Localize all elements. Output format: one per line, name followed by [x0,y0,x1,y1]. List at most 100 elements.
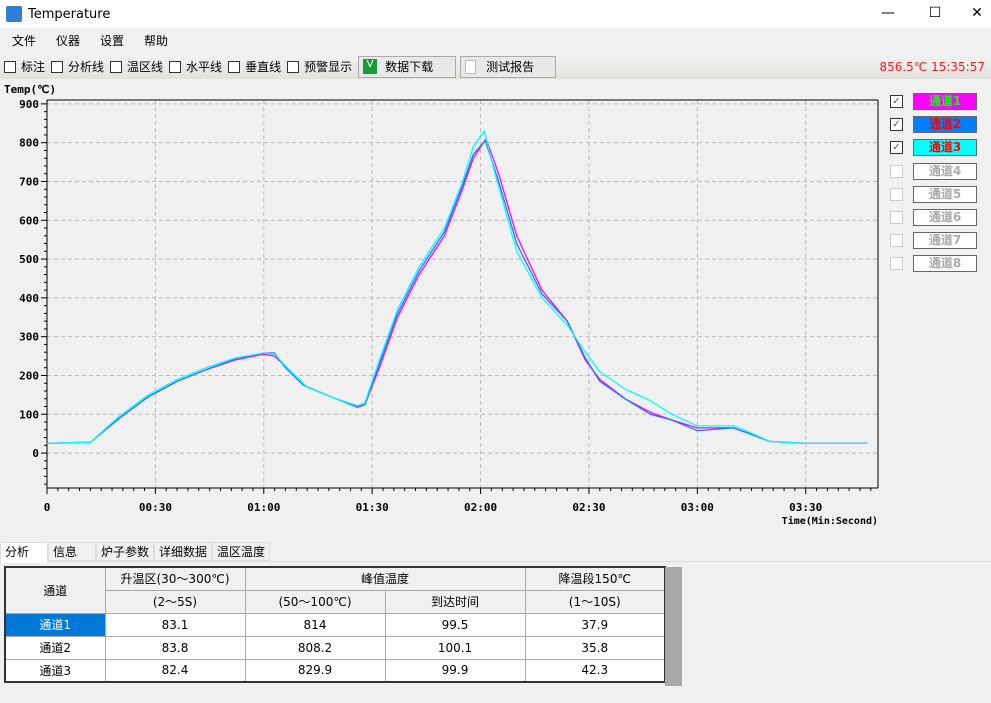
checkbox-vertical-line[interactable]: 垂直线 [228,58,281,75]
plot-area [47,100,878,488]
header-cool: 降温段150℃ [524,566,666,591]
download-data-button[interactable]: V 数据下载 [358,55,457,78]
menu-file[interactable]: 文件 [12,34,37,48]
tab-oven-params[interactable]: 炉子参数 [96,542,155,561]
channel-checkbox[interactable] [890,187,903,201]
channel-checkbox[interactable] [890,164,903,178]
y-tick-label: 800 [19,137,39,150]
y-tick-label: 0 [32,447,39,460]
x-axis-label: Time(Min:Second) [782,515,878,527]
tab-info[interactable]: 信息 [48,542,96,561]
legend-channel-6: 通道6 [890,206,977,229]
channel-button[interactable]: 通道7 [913,232,977,250]
channel-button[interactable]: 通道2 [913,116,977,134]
legend-channel-4: 通道4 [890,160,977,183]
checkbox-analysis-line[interactable]: 分析线 [51,58,104,75]
temperature-chart[interactable]: 0 100 200 300 400 500 600 700 800 900 0 00:30 01:00 0… [0,80,885,535]
table-row[interactable]: 通道1 83.1 814 99.5 37.9 [4,612,666,637]
legend-channel-5: 通道5 [890,183,977,206]
test-report-button[interactable]: 测试报告 [460,55,557,78]
y-tick-label: 200 [19,369,39,382]
table-scrollbar[interactable] [665,567,682,686]
channel-button[interactable]: 通道5 [913,185,977,203]
document-icon [465,59,477,74]
analysis-table: 通道 升温区(30～300℃) 峰值温度 降温段150℃ (2～5S) (50～… [4,566,666,683]
header-peak-sub: (50～100℃) [244,589,386,614]
row-value: 82.4 [104,658,246,683]
toolbar: 标注 分析线 温区线 水平线 垂直线 预警显示 V 数据下载 测试报告 856.5… [0,54,991,79]
legend-channel-2: ✓ 通道2 [890,113,977,136]
y-tick-label: 100 [19,408,39,421]
channel-checkbox[interactable]: ✓ [890,118,903,132]
row-value: 37.9 [524,612,666,637]
checkbox-warning-display[interactable]: 预警显示 [287,58,352,75]
header-cool-sub: (1～10S) [524,589,666,614]
legend-channel-7: 通道7 [890,229,977,252]
series-line-channel-2 [46,139,868,445]
series-line-channel-3 [46,129,868,445]
x-tick-label: 0 [44,501,51,514]
app-chart-icon [6,6,22,22]
x-tick-label: 02:30 [572,501,605,514]
tab-analysis[interactable]: 分析 [0,542,48,563]
checkbox-zone-line[interactable]: 温区线 [110,58,163,75]
x-tick-label: 03:30 [789,501,822,514]
menu-bar: 文件 仪器 设置 帮助 [0,28,991,53]
row-channel: 通道2 [4,635,106,660]
title-bar: Temperature — ☐ ✕ [0,0,991,28]
x-tick-label: 00:30 [139,501,172,514]
y-tick-label: 500 [19,253,39,266]
table-row[interactable]: 通道2 83.8 808.2 100.1 35.8 [4,635,666,660]
x-tick-label: 01:00 [247,501,280,514]
channel-checkbox[interactable] [890,234,903,248]
legend-channel-1: ✓ 通道1 [890,90,977,113]
minimize-button[interactable]: — [881,5,895,21]
menu-help[interactable]: 帮助 [144,34,169,48]
checkbox-annotation[interactable]: 标注 [4,58,45,75]
maximize-button[interactable]: ☐ [928,5,942,21]
header-reach-time: 到达时间 [384,589,526,614]
channel-checkbox[interactable] [890,211,903,225]
row-value: 35.8 [524,635,666,660]
checkbox-horizontal-line[interactable]: 水平线 [169,58,222,75]
menu-instrument[interactable]: 仪器 [56,34,81,48]
channel-checkbox[interactable] [890,257,903,271]
temperature-time-status: 856.5℃ 15:35:57 [879,59,985,74]
row-channel: 通道1 [4,612,106,637]
channel-button[interactable]: 通道1 [913,93,977,111]
row-value: 83.1 [104,612,246,637]
header-channel: 通道 [4,566,106,614]
y-tick-label: 400 [19,292,39,305]
y-tick-label: 900 [19,98,39,111]
legend-channel-8: 通道8 [890,252,977,275]
y-tick-label: 700 [19,175,39,188]
channel-checkbox[interactable]: ✓ [890,95,903,109]
row-value: 99.9 [384,658,526,683]
row-value: 100.1 [384,635,526,660]
window-title: Temperature [28,6,111,22]
channel-button[interactable]: 通道8 [913,255,977,273]
download-icon: V [363,59,378,74]
table-row[interactable]: 通道3 82.4 829.9 99.9 42.3 [4,658,666,683]
x-tick-label: 02:00 [464,501,497,514]
menu-settings[interactable]: 设置 [100,34,125,48]
tab-detail-data[interactable]: 详细数据 [154,542,213,561]
channel-button[interactable]: 通道3 [913,139,977,157]
y-tick-label: 300 [19,331,39,344]
row-value: 42.3 [524,658,666,683]
channel-button[interactable]: 通道4 [913,162,977,180]
channel-checkbox[interactable]: ✓ [890,141,903,155]
header-peak: 峰值温度 [244,566,526,591]
x-tick-label: 03:00 [681,501,714,514]
channel-button[interactable]: 通道6 [913,209,977,227]
row-value: 83.8 [104,635,246,660]
y-axis-label: Temp(℃) [4,83,56,96]
header-rise: 升温区(30～300℃) [104,566,246,591]
tab-zone-temperature[interactable]: 温区温度 [212,542,271,561]
y-tick-label: 600 [19,214,39,227]
header-rise-sub: (2～5S) [104,589,246,614]
bottom-tabs: 分析 信息 炉子参数 详细数据 温区温度 [0,542,991,563]
row-value: 808.2 [244,635,386,660]
legend-channel-3: ✓ 通道3 [890,136,977,159]
close-button[interactable]: ✕ [971,5,983,21]
